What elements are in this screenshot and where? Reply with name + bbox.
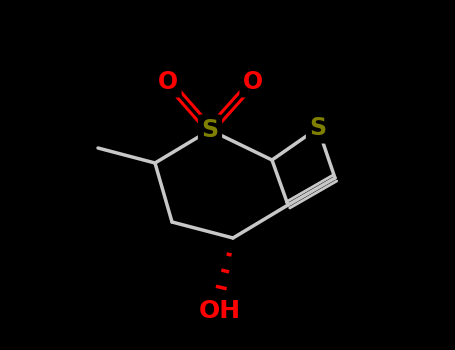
Text: O: O (158, 70, 178, 94)
Text: OH: OH (199, 299, 241, 323)
Text: O: O (243, 70, 263, 94)
Text: S: S (202, 118, 218, 142)
Text: S: S (309, 116, 327, 140)
